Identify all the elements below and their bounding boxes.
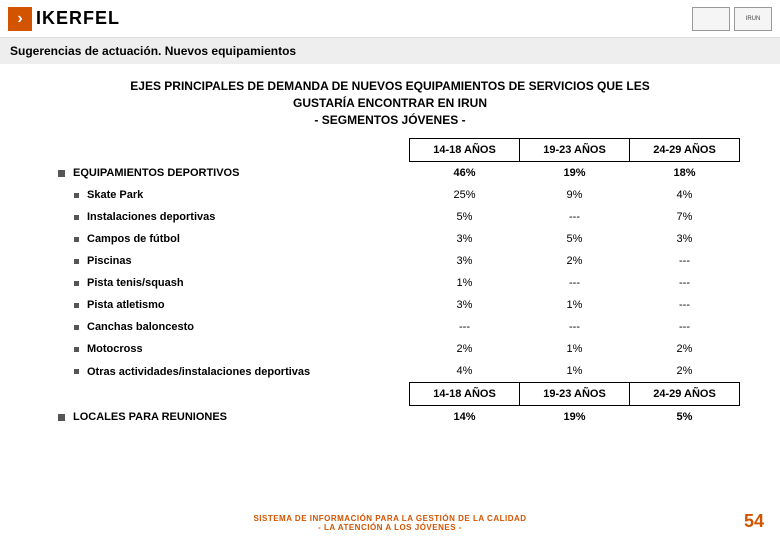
title-line-2: GUSTARÍA ENCONTRAR EN IRUN — [60, 95, 720, 112]
cell: 1% — [520, 338, 630, 360]
cell: 3% — [410, 228, 520, 250]
logo-arrow-icon: › — [8, 7, 32, 31]
cell: --- — [520, 316, 630, 338]
section-row: LOCALES PARA REUNIONES 14% 19% 5% — [40, 406, 740, 429]
table-row: Canchas baloncesto--------- — [40, 316, 740, 338]
section-label: EQUIPAMIENTOS DEPORTIVOS — [73, 167, 239, 179]
cell: 25% — [410, 184, 520, 206]
footer-line-2: - LA ATENCIÓN A LOS JÓVENES - — [0, 523, 780, 532]
section-row: EQUIPAMIENTOS DEPORTIVOS 46% 19% 18% — [40, 162, 740, 185]
table-row: Campos de fútbol 3%5%3% — [40, 228, 740, 250]
row-label: Skate Park — [87, 189, 143, 201]
header-row-2: 14-18 AÑOS 19-23 AÑOS 24-29 AÑOS — [40, 383, 740, 406]
logo-text: IKERFEL — [36, 8, 120, 29]
footer-line-1: SISTEMA DE INFORMACIÓN PARA LA GESTIÓN D… — [0, 514, 780, 523]
cell: 1% — [520, 360, 630, 383]
footer: SISTEMA DE INFORMACIÓN PARA LA GESTIÓN D… — [0, 514, 780, 532]
cell: 7% — [630, 206, 740, 228]
row-label: Canchas baloncesto — [87, 321, 194, 333]
cell: 19% — [520, 406, 630, 429]
cell: --- — [630, 294, 740, 316]
cell: --- — [630, 316, 740, 338]
row-label: Instalaciones deportivas — [87, 211, 215, 223]
table-row: Instalaciones deportivas 5%---7% — [40, 206, 740, 228]
cell: 2% — [410, 338, 520, 360]
logo: › IKERFEL — [8, 7, 120, 31]
row-label: Motocross — [87, 343, 143, 355]
cell: --- — [520, 272, 630, 294]
cell: 5% — [630, 406, 740, 429]
table-row: Pista tenis/squash1%------ — [40, 272, 740, 294]
row-label: Piscinas — [87, 255, 132, 267]
cell: 2% — [630, 338, 740, 360]
title-line-1: EJES PRINCIPALES DE DEMANDA DE NUEVOS EQ… — [60, 78, 720, 95]
cell: 3% — [630, 228, 740, 250]
col-header: 14-18 AÑOS — [410, 383, 520, 406]
table-row: Piscinas 3%2%--- — [40, 250, 740, 272]
section-label: LOCALES PARA REUNIONES — [73, 411, 227, 423]
subtitle: Sugerencias de actuación. Nuevos equipam… — [0, 38, 780, 64]
table-row: Pista atletismo 3%1%--- — [40, 294, 740, 316]
cell: 3% — [410, 250, 520, 272]
badge-1 — [692, 7, 730, 31]
cell: 14% — [410, 406, 520, 429]
cell: --- — [630, 250, 740, 272]
cell: --- — [630, 272, 740, 294]
cell: 9% — [520, 184, 630, 206]
badge-2: IRUN — [734, 7, 772, 31]
col-header: 19-23 AÑOS — [520, 383, 630, 406]
title-line-3: - SEGMENTOS JÓVENES - — [60, 112, 720, 129]
cell: 1% — [410, 272, 520, 294]
table-row: Skate Park 25%9%4% — [40, 184, 740, 206]
main-title: EJES PRINCIPALES DE DEMANDA DE NUEVOS EQ… — [60, 78, 720, 128]
cell: 5% — [410, 206, 520, 228]
row-label: Campos de fútbol — [87, 233, 180, 245]
col-header: 14-18 AÑOS — [410, 139, 520, 162]
table-row: Motocross 2%1%2% — [40, 338, 740, 360]
header-row-1: 14-18 AÑOS 19-23 AÑOS 24-29 AÑOS — [40, 139, 740, 162]
cell: 4% — [410, 360, 520, 383]
row-label: Pista tenis/squash — [87, 277, 184, 289]
cell: --- — [520, 206, 630, 228]
cell: 1% — [520, 294, 630, 316]
row-label: Pista atletismo — [87, 299, 165, 311]
cell: 46% — [410, 162, 520, 185]
col-header: 24-29 AÑOS — [630, 383, 740, 406]
col-header: 19-23 AÑOS — [520, 139, 630, 162]
cell: 2% — [520, 250, 630, 272]
cell: --- — [410, 316, 520, 338]
row-label: Otras actividades/instalaciones deportiv… — [87, 366, 310, 378]
cell: 19% — [520, 162, 630, 185]
cell: 2% — [630, 360, 740, 383]
cell: 5% — [520, 228, 630, 250]
page-number: 54 — [744, 511, 764, 532]
data-table: 14-18 AÑOS 19-23 AÑOS 24-29 AÑOS EQUIPAM… — [40, 138, 740, 428]
cell: 4% — [630, 184, 740, 206]
table-wrap: 14-18 AÑOS 19-23 AÑOS 24-29 AÑOS EQUIPAM… — [0, 138, 780, 428]
header-badges: IRUN — [692, 7, 772, 31]
cell: 18% — [630, 162, 740, 185]
cell: 3% — [410, 294, 520, 316]
table-row: Otras actividades/instalaciones deportiv… — [40, 360, 740, 383]
header-bar: › IKERFEL IRUN — [0, 0, 780, 38]
col-header: 24-29 AÑOS — [630, 139, 740, 162]
